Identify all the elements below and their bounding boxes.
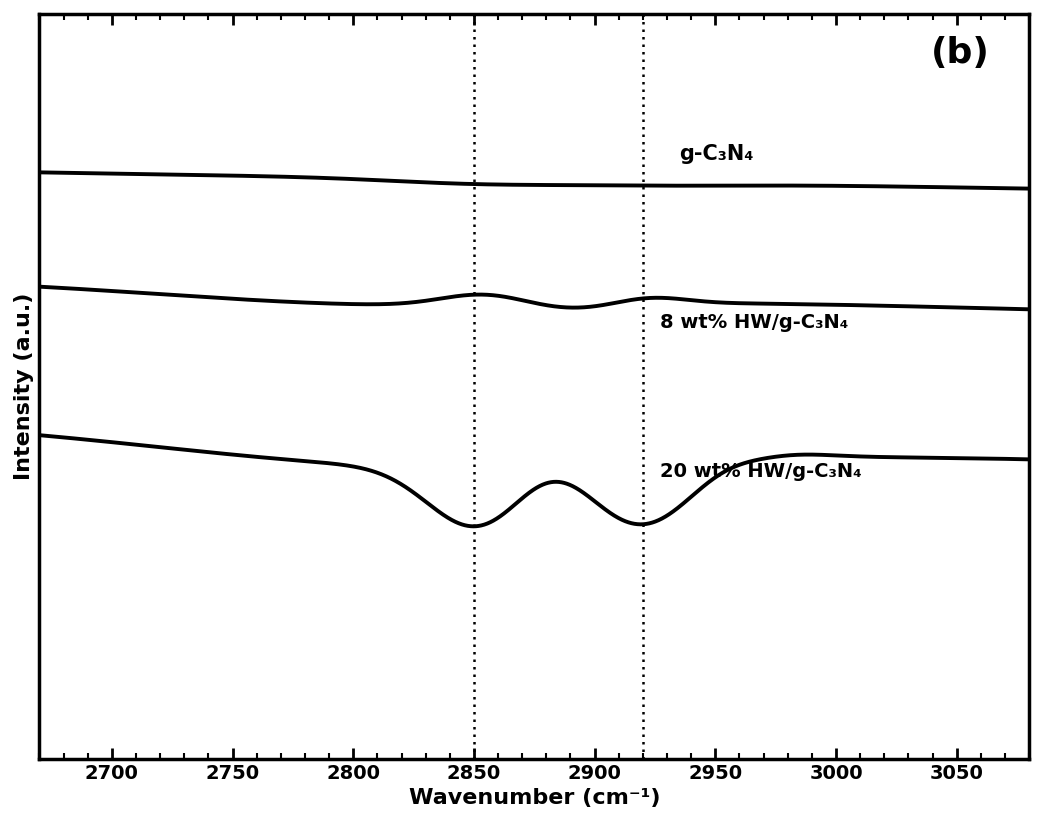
Text: 8 wt% HW/g-C₃N₄: 8 wt% HW/g-C₃N₄ [660,312,848,331]
Text: (b): (b) [930,36,990,70]
Text: 20 wt% HW/g-C₃N₄: 20 wt% HW/g-C₃N₄ [660,462,862,481]
X-axis label: Wavenumber (cm⁻¹): Wavenumber (cm⁻¹) [409,788,660,808]
Text: g-C₃N₄: g-C₃N₄ [679,144,754,164]
Y-axis label: Intensity (a.u.): Intensity (a.u.) [14,293,33,480]
